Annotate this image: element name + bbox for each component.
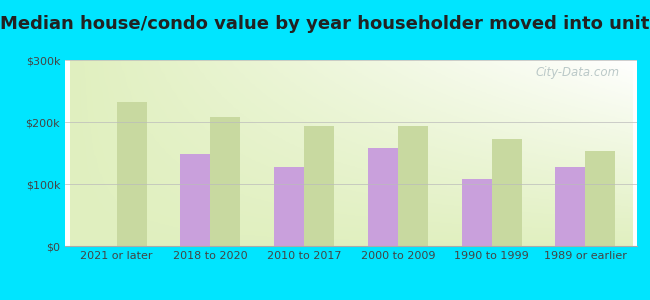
Bar (491, 139, 522, 246)
Bar (304, 126, 334, 246)
Bar (398, 126, 428, 246)
Text: City-Data.com: City-Data.com (536, 66, 620, 79)
Bar (180, 154, 211, 246)
Bar (462, 179, 491, 246)
Bar (274, 167, 304, 246)
Bar (555, 167, 586, 246)
Text: Median house/condo value by year householder moved into unit: Median house/condo value by year househo… (0, 15, 650, 33)
Bar (211, 117, 240, 246)
Bar (368, 148, 398, 246)
Bar (116, 102, 147, 246)
Bar (586, 151, 616, 246)
